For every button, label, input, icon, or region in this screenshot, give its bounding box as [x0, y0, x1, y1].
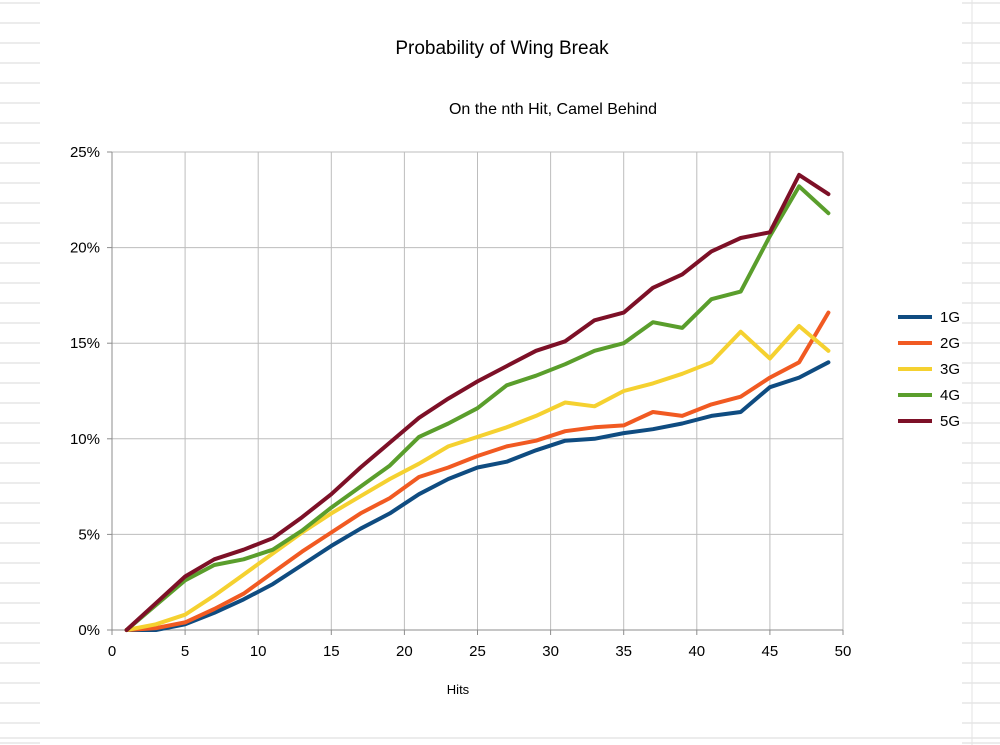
y-tick-label: 0% [78, 622, 100, 639]
series-line-2g [124, 310, 831, 632]
y-tick-label: 15% [70, 335, 100, 352]
x-tick-label: 10 [250, 643, 267, 660]
chart-subtitle: On the nth Hit, Camel Behind [449, 101, 657, 118]
series-line-1g [124, 360, 831, 632]
plot-gridlines [111, 151, 844, 631]
x-tick-label: 50 [835, 643, 852, 660]
y-tick-label: 5% [78, 526, 100, 543]
x-tick-label: 25 [469, 643, 486, 660]
legend: 1G 2G 3G 4G 5G [898, 309, 960, 430]
x-tick-label: 35 [615, 643, 632, 660]
x-tick-label: 15 [323, 643, 340, 660]
legend-label-1g: 1G [940, 309, 960, 326]
series-line-5g [124, 172, 831, 632]
x-tick-label: 0 [108, 643, 116, 660]
x-tick-label: 30 [542, 643, 559, 660]
chart-title: Probability of Wing Break [395, 38, 609, 59]
x-tick-label: 40 [688, 643, 705, 660]
x-tick-label: 20 [396, 643, 413, 660]
y-tick-label: 25% [70, 144, 100, 161]
series-line-3g [124, 324, 831, 632]
legend-label-3g: 3G [940, 361, 960, 378]
y-tick-label: 20% [70, 240, 100, 257]
x-tick-label: 5 [181, 643, 189, 660]
y-tick-label: 10% [70, 431, 100, 448]
x-axis-label: Hits [447, 682, 470, 697]
series-line-4g [124, 184, 831, 632]
plot-series [124, 172, 831, 632]
legend-label-2g: 2G [940, 335, 960, 352]
legend-label-4g: 4G [940, 387, 960, 404]
legend-label-5g: 5G [940, 413, 960, 430]
x-tick-label: 45 [762, 643, 779, 660]
axis-ticks: 0 5 10 15 20 25 30 35 40 45 50 0% 5% 10% 15% 20% 25% [70, 144, 851, 660]
